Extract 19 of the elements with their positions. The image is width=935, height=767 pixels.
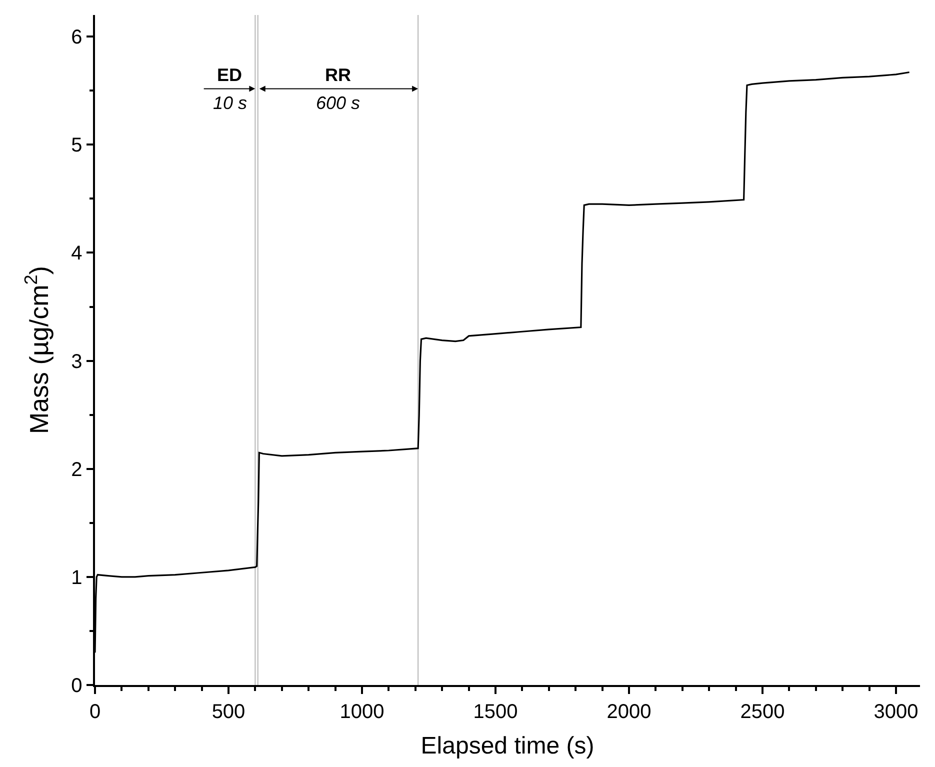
y-tick-label: 3 <box>71 350 82 373</box>
x-tick-label: 3000 <box>874 700 918 723</box>
x-tick-label: 1500 <box>473 700 518 723</box>
y-tick-label: 0 <box>71 675 82 697</box>
x-axis-title: Elapsed time (s) <box>420 732 594 760</box>
y-tick-label: 6 <box>71 26 82 49</box>
x-tick-label: 0 <box>89 700 101 723</box>
annotation: 10 s <box>213 93 248 113</box>
x-tick-label: 1000 <box>340 700 384 723</box>
y-tick-label: 1 <box>71 566 82 589</box>
annotation: RR <box>325 65 351 85</box>
annotation: ED <box>217 65 242 85</box>
y-tick-label: 2 <box>71 458 82 481</box>
y-tick-label: 5 <box>71 134 82 157</box>
x-tick-label: 2500 <box>740 700 785 723</box>
y-tick-label: 4 <box>71 242 82 265</box>
annotation: 600 s <box>316 93 360 113</box>
x-tick-label: 500 <box>212 700 246 723</box>
x-tick-label: 2000 <box>606 700 652 723</box>
